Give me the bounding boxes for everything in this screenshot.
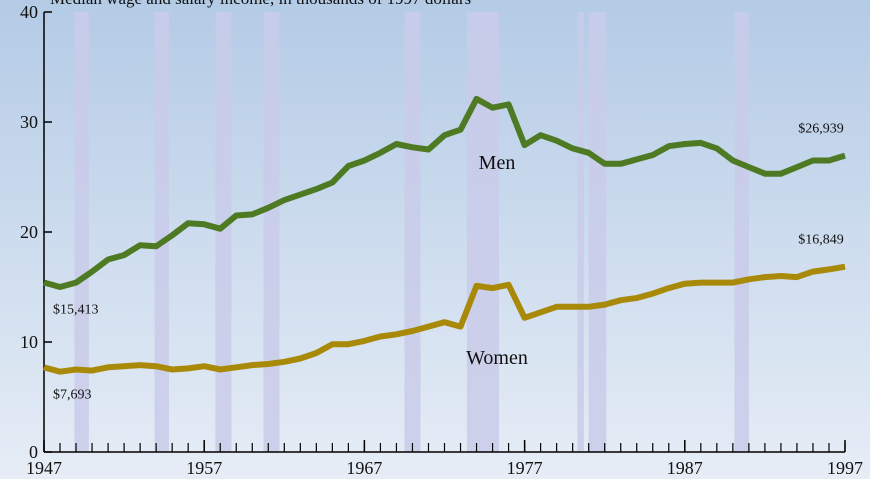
y-tick-label: 40: [20, 2, 38, 22]
shaded-period: [263, 12, 280, 452]
shaded-period: [577, 12, 584, 452]
shaded-period: [588, 12, 607, 452]
shaded-period: [215, 12, 232, 452]
y-tick-label: 0: [29, 442, 38, 462]
y-tick-label: 10: [20, 332, 38, 352]
value-label: $15,413: [53, 302, 99, 317]
chart-title: Median wage and salary income, in thousa…: [50, 0, 471, 8]
series-name: Men: [479, 152, 516, 174]
x-tick-label: 1957: [186, 458, 222, 478]
x-tick-label: 1947: [26, 458, 62, 478]
shaded-period: [74, 12, 89, 452]
x-tick-label: 1997: [827, 458, 863, 478]
value-label: $26,939: [798, 122, 844, 137]
series-line: [43, 263, 846, 375]
series-line: [43, 95, 846, 290]
value-label: $16,849: [798, 233, 844, 248]
x-tick-label: 1987: [667, 458, 703, 478]
x-tick-label: 1977: [507, 458, 543, 478]
value-label: $7,693: [53, 387, 92, 402]
shaded-period: [734, 12, 749, 452]
y-tick-label: 20: [20, 222, 38, 242]
shaded-period: [154, 12, 169, 452]
series-name: Women: [466, 347, 528, 369]
shaded-period: [466, 12, 499, 452]
x-tick-label: 1967: [346, 458, 382, 478]
shaded-period: [404, 12, 421, 452]
y-tick-label: 30: [20, 112, 38, 132]
